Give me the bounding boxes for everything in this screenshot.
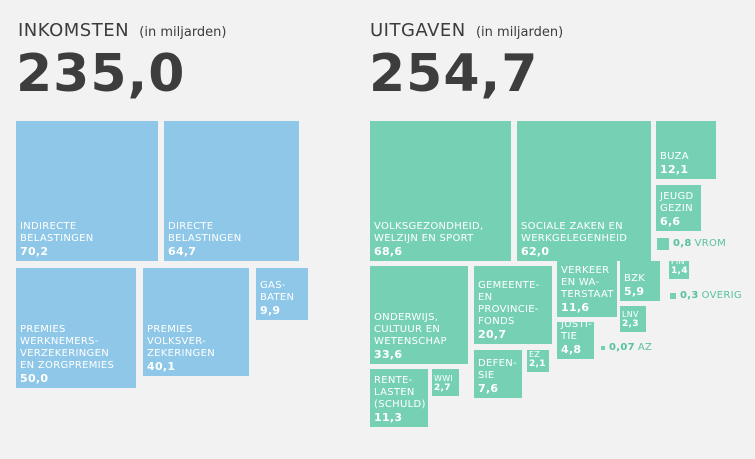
tile-value-bzk: 5,9 xyxy=(624,285,645,298)
tile-value-gemeente-en-provincie-fonds: 20,7 xyxy=(478,328,507,341)
tile-value-az: 0,07 xyxy=(609,342,635,353)
treemap-tile-justi-tie: JUSTI- TIE 4,8 xyxy=(557,322,594,359)
external-label-overig: 0,3 OVERIG xyxy=(680,290,742,302)
treemap-tile-overig xyxy=(670,293,676,299)
tile-value-jeugd-gezin: 6,6 xyxy=(660,215,681,228)
tile-label-justi-tie: JUSTI- TIE xyxy=(561,322,593,342)
treemap-tile-premies-werknemers-verzekeringen-en-zorgpremies: PREMIES WERKNEMERS- VERZEKERINGEN EN ZOR… xyxy=(16,268,136,388)
treemap-tile-verkeer-en-wa-terstaat: VERKEER EN WA- TERSTAAT 11,6 xyxy=(557,261,617,317)
expenses-heading: UITGAVEN (in miljarden) xyxy=(370,20,563,41)
treemap-tile-premies-volksver-zekeringen: PREMIES VOLKSVER- ZEKERINGEN 40,1 xyxy=(143,268,249,376)
tile-value-indirecte-belastingen: 70,2 xyxy=(20,245,49,258)
treemap-tile-az xyxy=(601,346,605,350)
expenses-title: UITGAVEN xyxy=(370,20,466,41)
income-unit: (in miljarden) xyxy=(139,25,227,40)
treemap-tile-bzk: BZK 5,9 xyxy=(620,261,660,301)
tile-value-premies-werknemers-verzekeringen-en-zorgpremies: 50,0 xyxy=(20,372,49,385)
tile-label-indirecte-belastingen: INDIRECTE BELASTINGEN xyxy=(20,221,94,244)
tile-value-volksgezondheid-welzijn-en-sport: 68,6 xyxy=(374,245,403,258)
tile-label-bzk: BZK xyxy=(624,273,646,284)
external-label-vrom: 0,8 VROM xyxy=(673,238,726,250)
tile-label-premies-volksver-zekeringen: PREMIES VOLKSVER- ZEKERINGEN xyxy=(147,324,215,359)
tile-label-az: AZ xyxy=(637,342,653,353)
treemap-tile-lnv: LNV 2,3 xyxy=(620,306,646,332)
tile-label-defen-sie: DEFEN- SIE xyxy=(478,358,517,381)
treemap-tile-gemeente-en-provincie-fonds: GEMEENTE- EN PROVINCIE- FONDS 20,7 xyxy=(474,266,552,344)
treemap-tile-gas-baten: GAS- BATEN 9,9 xyxy=(256,268,308,320)
tile-value-buza: 12,1 xyxy=(660,163,689,176)
tile-label-lnv: LNV xyxy=(622,310,639,319)
tile-value-ez: 2,1 xyxy=(529,359,546,369)
treemap-tile-sociale-zaken-en-werkgelegenheid: SOCIALE ZAKEN EN WERKGELEGENHEID 62,0 xyxy=(517,121,651,261)
income-total: 235,0 xyxy=(16,44,186,104)
tile-label-verkeer-en-wa-terstaat: VERKEER EN WA- TERSTAAT xyxy=(561,265,614,300)
tile-value-overig: 0,3 xyxy=(680,290,699,301)
tile-label-jeugd-gezin: JEUGD GEZIN xyxy=(660,191,694,214)
treemap-tile-onderwijs-cultuur-en-wetenschap: ONDERWIJS, CULTUUR EN WETENSCHAP 33,6 xyxy=(370,266,468,364)
treemap-tile-ez: EZ 2,1 xyxy=(527,350,549,372)
tile-label-onderwijs-cultuur-en-wetenschap: ONDERWIJS, CULTUUR EN WETENSCHAP xyxy=(374,312,447,347)
tile-value-directe-belastingen: 64,7 xyxy=(168,245,197,258)
tile-value-rente-lasten-schuld: 11,3 xyxy=(374,411,403,424)
tile-value-verkeer-en-wa-terstaat: 11,6 xyxy=(561,301,590,314)
expenses-unit: (in miljarden) xyxy=(475,25,564,40)
tile-label-buza: BUZA xyxy=(660,151,689,162)
treemap-tile-rente-lasten-schuld: RENTE- LASTEN (SCHULD) 11,3 xyxy=(370,369,428,427)
treemap-tile-defen-sie: DEFEN- SIE 7,6 xyxy=(474,350,522,398)
tile-value-defen-sie: 7,6 xyxy=(478,382,499,395)
treemap-tile-vrom xyxy=(657,238,669,250)
tile-label-volksgezondheid-welzijn-en-sport: VOLKSGEZONDHEID, WELZIJN EN SPORT xyxy=(374,221,484,244)
treemap-tile-indirecte-belastingen: INDIRECTE BELASTINGEN 70,2 xyxy=(16,121,158,261)
tile-label-fin: FIN xyxy=(671,261,685,266)
tile-label-directe-belastingen: DIRECTE BELASTINGEN xyxy=(168,221,242,244)
treemap-tile-jeugd-gezin: JEUGD GEZIN 6,6 xyxy=(656,185,701,231)
external-label-az: 0,07 AZ xyxy=(609,342,652,354)
expenses-total: 254,7 xyxy=(369,44,539,104)
treemap-tile-volksgezondheid-welzijn-en-sport: VOLKSGEZONDHEID, WELZIJN EN SPORT 68,6 xyxy=(370,121,511,261)
tile-label-ez: EZ xyxy=(529,350,541,359)
tile-value-premies-volksver-zekeringen: 40,1 xyxy=(147,360,176,373)
income-heading: INKOMSTEN (in miljarden) xyxy=(18,20,227,41)
tile-value-lnv: 2,3 xyxy=(622,319,639,329)
treemap-tile-directe-belastingen: DIRECTE BELASTINGEN 64,7 xyxy=(164,121,299,261)
tile-value-wwi: 2,7 xyxy=(434,383,451,393)
tile-label-vrom: VROM xyxy=(694,238,727,249)
tile-value-gas-baten: 9,9 xyxy=(260,304,281,317)
tile-value-fin: 1,4 xyxy=(671,266,688,276)
tile-label-gemeente-en-provincie-fonds: GEMEENTE- EN PROVINCIE- FONDS xyxy=(478,280,540,327)
tile-label-wwi: WWI xyxy=(434,374,454,383)
treemap-tile-fin: FIN 1,4 xyxy=(669,261,689,279)
tile-value-sociale-zaken-en-werkgelegenheid: 62,0 xyxy=(521,245,550,258)
treemap-tile-wwi: WWI 2,7 xyxy=(432,369,459,396)
tile-label-rente-lasten-schuld: RENTE- LASTEN (SCHULD) xyxy=(374,375,426,410)
tile-value-justi-tie: 4,8 xyxy=(561,343,582,356)
tile-label-overig: OVERIG xyxy=(701,290,742,301)
tile-value-vrom: 0,8 xyxy=(673,238,692,249)
tile-value-onderwijs-cultuur-en-wetenschap: 33,6 xyxy=(374,348,403,361)
tile-label-premies-werknemers-verzekeringen-en-zorgpremies: PREMIES WERKNEMERS- VERZEKERINGEN EN ZOR… xyxy=(20,324,115,371)
tile-label-gas-baten: GAS- BATEN xyxy=(260,280,295,303)
tile-label-sociale-zaken-en-werkgelegenheid: SOCIALE ZAKEN EN WERKGELEGENHEID xyxy=(521,221,628,244)
treemap-tile-buza: BUZA 12,1 xyxy=(656,121,716,179)
income-title: INKOMSTEN xyxy=(18,20,130,41)
